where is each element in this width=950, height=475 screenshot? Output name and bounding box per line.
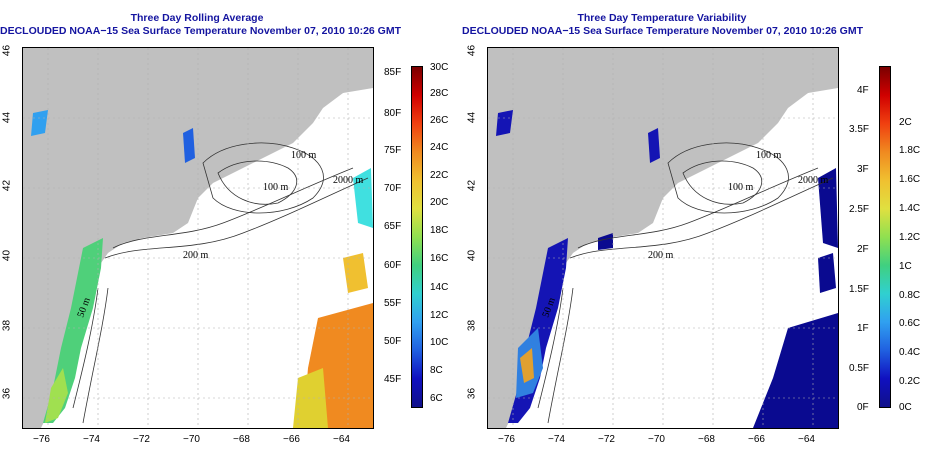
nova-scotia-land <box>223 68 353 148</box>
right-map: 100 m 100 m 2000 m 200 m 50 m <box>487 47 839 429</box>
right-colorbar <box>879 66 891 408</box>
land-mass <box>488 48 838 428</box>
left-map: 100 m 100 m 2000 m 200 m 50 m <box>22 47 374 429</box>
contour-label: 200 m <box>183 250 209 261</box>
land-mass <box>23 48 373 428</box>
contour-label: 100 m <box>728 182 754 193</box>
left-title-line2: DECLOUDED NOAA−15 Sea Surface Temperatur… <box>0 25 401 37</box>
right-title-line1: Three Day Temperature Variability <box>577 12 747 24</box>
bathymetry-contours <box>537 142 834 424</box>
contour-label: 200 m <box>648 250 674 261</box>
contour-label: 100 m <box>263 182 289 193</box>
contour-label: 100 m <box>291 150 317 161</box>
nova-scotia-land <box>688 68 818 148</box>
offshore-variability-patch <box>753 313 838 428</box>
right-map-canvas: 100 m 100 m 2000 m 200 m 50 m <box>488 48 838 428</box>
contour-label: 2000 m <box>333 175 364 186</box>
left-title-line1: Three Day Rolling Average <box>130 12 264 24</box>
bathymetry-contours <box>72 142 369 424</box>
left-map-canvas: 100 m 100 m 2000 m 200 m 50 m <box>23 48 373 428</box>
right-title-line2: DECLOUDED NOAA−15 Sea Surface Temperatur… <box>462 25 863 37</box>
graticule <box>23 48 373 428</box>
contour-label: 100 m <box>756 150 782 161</box>
contour-label: 2000 m <box>798 175 829 186</box>
graticule <box>488 48 838 428</box>
left-colorbar <box>411 66 423 408</box>
